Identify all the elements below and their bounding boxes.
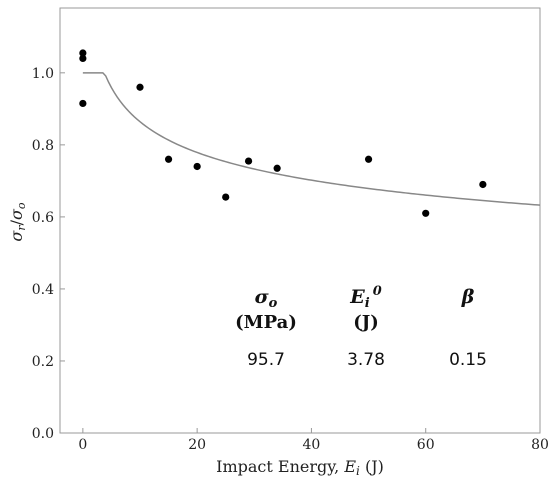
annotation-sigma-unit: (MPa) — [235, 312, 297, 333]
data-point — [79, 49, 87, 57]
y-tick-label: 0.2 — [32, 354, 54, 370]
y-tick-label: 1.0 — [32, 66, 54, 82]
annotation-beta-value: 0.15 — [449, 350, 487, 370]
annotation-beta-header: β — [461, 286, 475, 308]
data-point — [479, 180, 487, 189]
annotation-sigma-value: 95.7 — [247, 350, 285, 370]
annotation-sigma-header: σo — [255, 286, 278, 311]
fit-curve — [82, 72, 541, 206]
annotation-E-value: 3.78 — [347, 350, 385, 370]
y-tick-label: 0.6 — [32, 210, 54, 226]
data-point — [422, 209, 430, 217]
data-point — [222, 193, 230, 201]
data-point — [273, 164, 281, 172]
annotation-E-header: Ei0 — [349, 284, 381, 311]
data-points — [79, 49, 487, 217]
data-point — [79, 99, 87, 108]
annotation-E-unit: (J) — [353, 312, 379, 333]
y-axis-ticks: 0.0 0.2 0.4 0.6 0.8 1.0 — [32, 66, 65, 442]
data-point — [364, 155, 373, 163]
x-axis-ticks: 0 20 40 60 80 — [78, 428, 549, 453]
x-tick-label: 20 — [188, 437, 206, 453]
x-axis-title: Impact Energy, Ei (J) — [216, 457, 384, 478]
x-tick-label: 60 — [417, 437, 435, 453]
data-point — [193, 162, 201, 171]
data-point — [164, 155, 173, 163]
data-point — [136, 83, 144, 91]
y-tick-label: 0.4 — [32, 282, 54, 298]
y-tick-label: 0.8 — [32, 138, 54, 154]
x-tick-label: 0 — [78, 437, 87, 453]
fit-parameters-annotation: σo (MPa) 95.7 Ei0 (J) 3.78 β 0.15 — [235, 284, 487, 370]
data-point — [244, 157, 253, 165]
x-tick-label: 80 — [531, 437, 549, 453]
x-tick-label: 40 — [303, 437, 321, 453]
y-tick-label: 0.0 — [32, 426, 54, 442]
plot-frame — [59, 7, 541, 434]
data-point — [79, 54, 87, 63]
y-axis-title: σr/σo — [7, 202, 28, 242]
